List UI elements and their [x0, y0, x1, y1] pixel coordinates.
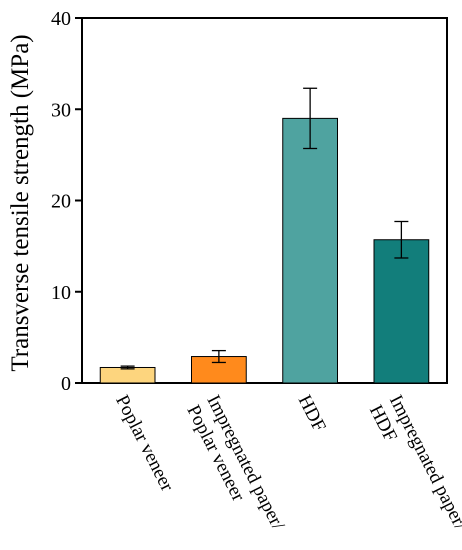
y-tick-label: 0: [61, 373, 71, 395]
category-label: Impregnated paper/: [385, 392, 462, 534]
bar: [373, 239, 430, 384]
category-label: HDF: [294, 392, 330, 435]
category-label: Poplar veneer: [111, 392, 178, 496]
y-tick-label: 30: [51, 99, 71, 121]
bars: [99, 117, 430, 384]
category-labels: Poplar veneer Impregnated paper/Poplar ve…: [111, 392, 462, 534]
bar: [282, 117, 338, 384]
y-tick-label: 10: [51, 282, 71, 304]
y-tick-label: 20: [51, 191, 71, 213]
bar: [99, 366, 156, 384]
error-bars: [120, 87, 409, 370]
y-axis-ticks: 0 10 20 30 40: [51, 8, 82, 395]
y-axis-title: Transverse tensile strength (MPa): [7, 34, 34, 371]
y-tick-label: 40: [51, 8, 71, 30]
